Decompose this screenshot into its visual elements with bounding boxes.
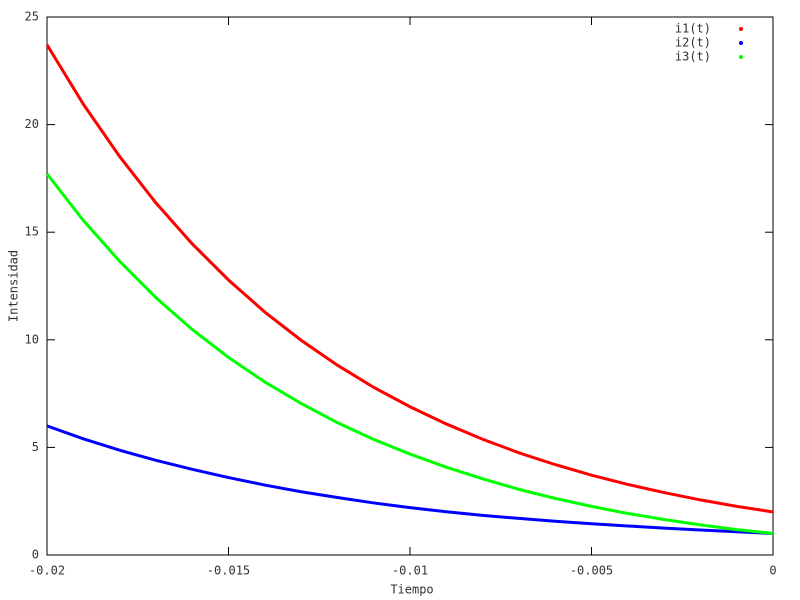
y-tick-label: 10 xyxy=(25,332,39,346)
x-axis-label: Tiempo xyxy=(390,583,433,597)
legend-label: i2(t) xyxy=(675,36,711,50)
legend-key xyxy=(739,27,743,31)
legend-label: i3(t) xyxy=(675,50,711,64)
legend-key xyxy=(739,41,743,45)
y-tick-label: 5 xyxy=(32,440,39,454)
line-series xyxy=(46,424,774,535)
line-series xyxy=(45,43,774,514)
x-tick-label: 0 xyxy=(769,564,776,578)
plot-frame xyxy=(46,16,774,556)
x-tick-label: -0.015 xyxy=(207,564,250,578)
line-series xyxy=(45,172,774,535)
x-tick-label: -0.02 xyxy=(29,564,65,578)
y-tick-label: 15 xyxy=(25,225,39,239)
x-tick-label: -0.01 xyxy=(392,564,428,578)
y-tick-label: 25 xyxy=(25,10,39,24)
x-tick-label: -0.005 xyxy=(570,564,613,578)
legend-label: i1(t) xyxy=(675,22,711,36)
legend-key xyxy=(739,55,743,59)
y-tick-label: 20 xyxy=(25,117,39,131)
y-axis-label: Intensidad xyxy=(7,250,21,322)
y-tick-label: 0 xyxy=(32,548,39,562)
